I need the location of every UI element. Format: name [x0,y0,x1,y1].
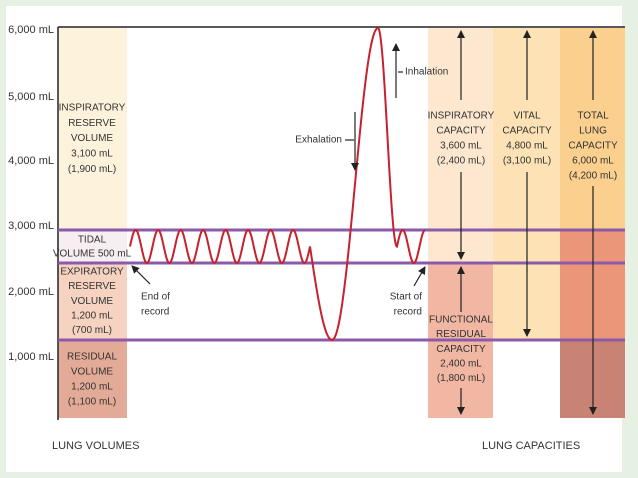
tv-region [58,230,127,263]
y-axis-label: 2,000 mL [8,286,54,298]
tv-label: TIDAL [78,235,107,246]
inhalation-label: Inhalation [405,67,448,78]
end-of-record: record [141,307,169,318]
start-of-record: Start of [390,292,422,303]
erv-label: RESERVE [68,281,116,292]
start-of-record: record [394,307,422,318]
tlc-label: TOTAL [577,111,609,122]
ic-label: INSPIRATORY [428,111,495,122]
vc-label: (3,100 mL) [503,156,551,167]
erv-label: VOLUME [71,296,114,307]
exhalation-label: Exhalation [295,135,342,146]
irv-label: 3,100 mL [71,149,113,160]
irv-region [58,28,127,230]
ic-label: CAPACITY [436,126,486,137]
frc-label: 2,400 mL [440,358,482,369]
frc-label: (1,800 mL) [437,373,485,384]
erv-label: (700 mL) [72,325,112,336]
frc-label: CAPACITY [436,344,486,355]
irv-label: (1,900 mL) [68,164,116,175]
tlc-label: LUNG [579,126,607,137]
erv-region [58,263,127,340]
vc-label: VITAL [513,111,540,122]
end-of-record: End of [141,292,170,303]
tv-label: VOLUME 500 mL [53,249,132,260]
frc-label: FUNCTIONAL [429,315,493,326]
rv-region [58,340,127,418]
irv-label: VOLUME [71,133,114,144]
rv-label: RESIDUAL [67,352,117,363]
tlc-label: (4,200 mL) [569,171,617,182]
footer-left: LUNG VOLUMES [52,440,139,452]
tlc-label: 6,000 mL [572,156,614,167]
rv-label: (1,100 mL) [68,397,116,408]
ic-label: 3,600 mL [440,141,482,152]
y-axis-label: 3,000 mL [8,220,54,232]
vc-label: CAPACITY [502,126,552,137]
y-axis-label: 4,000 mL [8,155,54,167]
spirogram [129,26,426,342]
y-axis-label: 6,000 mL [8,24,54,36]
irv-label: RESERVE [68,118,116,129]
rv-label: VOLUME [71,367,114,378]
ic-label: (2,400 mL) [437,156,485,167]
rv-label: 1,200 mL [71,382,113,393]
arrows [131,30,597,415]
vc-label: 4,800 mL [506,141,548,152]
erv-label: 1,200 mL [71,310,113,321]
irv-label: INSPIRATORY [59,103,126,114]
footer-right: LUNG CAPACITIES [482,440,580,452]
tlc-label: CAPACITY [568,141,618,152]
erv-label: EXPIRATORY [60,267,124,278]
frc-label: RESIDUAL [436,329,486,340]
y-axis-label: 1,000 mL [8,351,54,363]
y-axis-label: 5,000 mL [8,91,54,103]
